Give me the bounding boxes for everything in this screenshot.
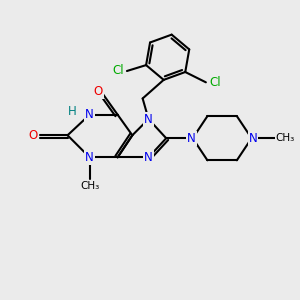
Text: N: N bbox=[144, 112, 153, 126]
Text: CH₃: CH₃ bbox=[276, 133, 295, 143]
Text: CH₃: CH₃ bbox=[80, 181, 99, 191]
Text: Cl: Cl bbox=[209, 76, 220, 89]
Text: O: O bbox=[94, 85, 103, 98]
Text: N: N bbox=[85, 151, 94, 164]
Text: N: N bbox=[187, 132, 196, 145]
Text: N: N bbox=[85, 108, 94, 121]
Text: Cl: Cl bbox=[112, 64, 124, 77]
Text: N: N bbox=[144, 151, 153, 164]
Text: N: N bbox=[249, 132, 257, 145]
Text: H: H bbox=[68, 105, 76, 118]
Text: O: O bbox=[28, 129, 38, 142]
